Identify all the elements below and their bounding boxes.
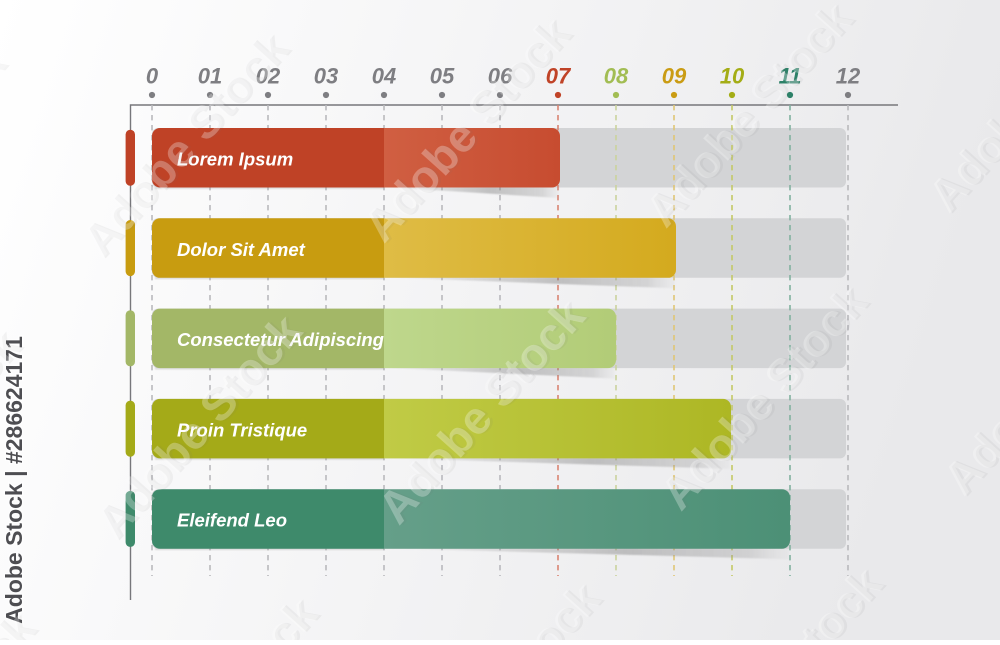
svg-text:Eleifend Leo: Eleifend Leo xyxy=(177,510,287,531)
svg-text:06: 06 xyxy=(488,64,513,89)
svg-text:Consectetur Adipiscing: Consectetur Adipiscing xyxy=(177,329,384,350)
svg-text:08: 08 xyxy=(604,64,629,89)
svg-text:03: 03 xyxy=(314,64,338,89)
svg-text:07: 07 xyxy=(546,64,572,89)
svg-text:Lorem Ipsum: Lorem Ipsum xyxy=(177,149,293,170)
svg-text:Adobe Stock | #286624171: Adobe Stock | #286624171 xyxy=(1,336,27,624)
svg-text:01: 01 xyxy=(198,64,222,89)
svg-text:04: 04 xyxy=(372,64,396,89)
svg-text:0: 0 xyxy=(146,64,159,89)
svg-text:02: 02 xyxy=(256,64,281,89)
svg-text:11: 11 xyxy=(779,64,802,89)
svg-text:Proin Tristique: Proin Tristique xyxy=(177,419,307,440)
svg-text:12: 12 xyxy=(836,64,861,89)
svg-text:Dolor Sit Amet: Dolor Sit Amet xyxy=(177,239,306,260)
svg-text:05: 05 xyxy=(430,64,455,89)
svg-text:10: 10 xyxy=(720,64,745,89)
svg-text:09: 09 xyxy=(662,64,687,89)
